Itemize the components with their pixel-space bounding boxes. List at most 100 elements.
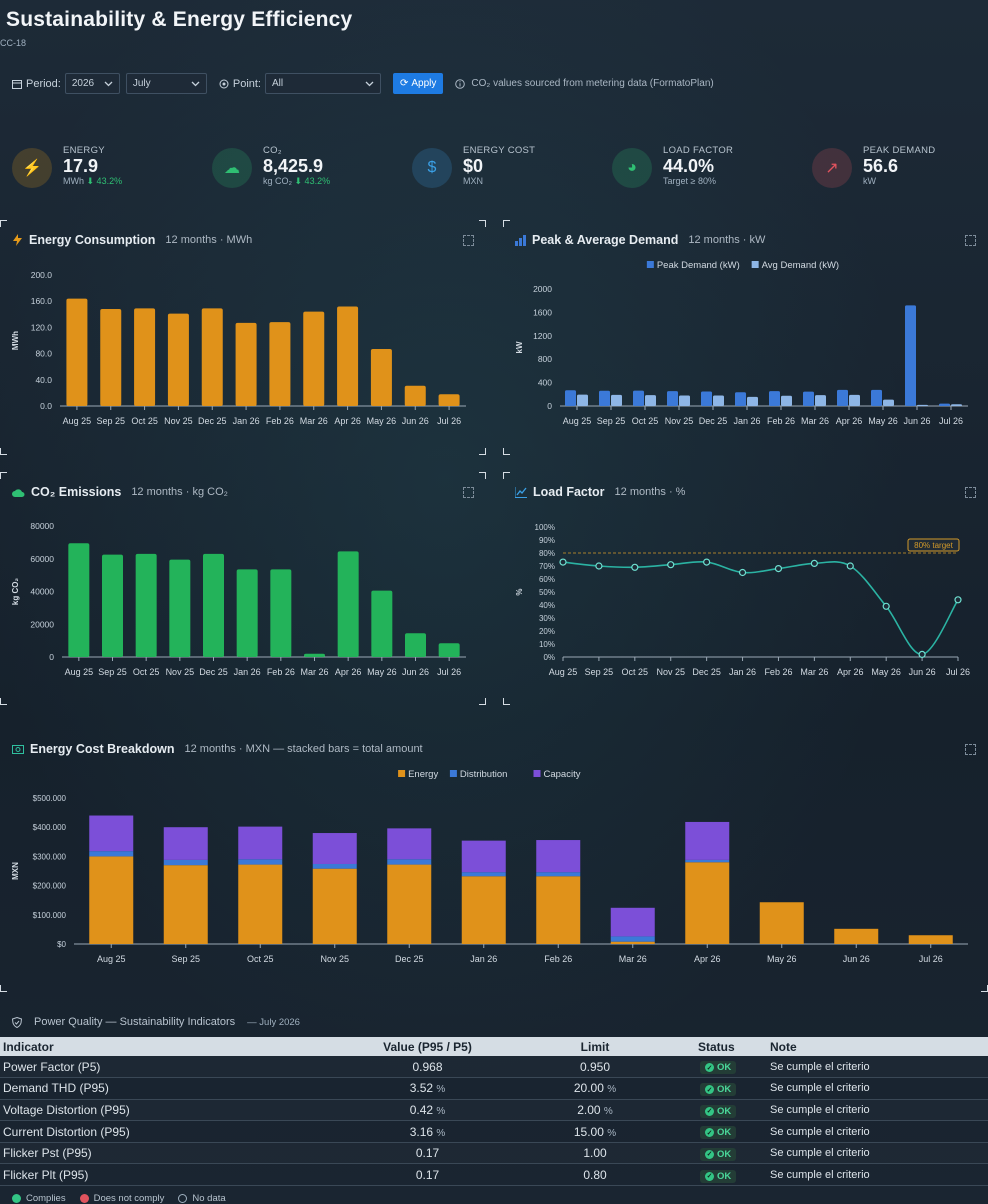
table-row: Flicker Plt (P95) 0.17 0.80 ✓ OK Se cumple … (0, 1163, 988, 1187)
legend-label: Peak Demand (kW) (657, 260, 740, 271)
year-select[interactable]: 2026 (64, 73, 120, 94)
target-badge (907, 538, 960, 552)
kpi-card: ◕ LOAD FACTOR 44.0% Target ≥ 80% (612, 145, 733, 191)
kpi-text: LOAD FACTOR 44.0% Target ≥ 80% (663, 145, 733, 186)
x-tick-label: Mar 26 (300, 416, 328, 426)
expand-icon[interactable] (965, 744, 976, 755)
y-tick-label: $0 (57, 940, 66, 949)
y-tick-label: 40.0 (35, 375, 52, 385)
bar-segment (238, 864, 283, 944)
limit-cell: 0.950 (495, 1056, 695, 1079)
status-cell: ✓ OK (695, 1099, 767, 1122)
cost-chart: Energy Distribution Capacity $0 $100.000 $200… (11, 769, 968, 964)
kpi-card: $ ENERGY COST $0 MXN (412, 145, 535, 191)
check-icon: ✓ (705, 1063, 714, 1073)
kpi-label: ENERGY (63, 145, 105, 156)
check-icon: ✓ (705, 1128, 714, 1138)
bar-segment (536, 840, 581, 873)
energy-chart: 0.0 40.0 80.0 120.0 160.0 200.0 Aug 25 Sep 25 Oc… (11, 270, 466, 426)
x-tick-label: Oct 25 (133, 667, 160, 677)
y-tick-label: 80% (539, 549, 555, 558)
x-tick-label: Apr 26 (334, 416, 361, 426)
data-point (667, 561, 675, 569)
bar (599, 390, 610, 406)
question-icon (178, 1194, 188, 1203)
bolt-icon (13, 234, 22, 246)
expand-icon[interactable] (965, 235, 976, 246)
y-tick-label: 70% (539, 562, 555, 571)
note-cell: Se cumple el criterio (767, 1077, 988, 1100)
expand-icon[interactable] (965, 487, 976, 498)
limit-cell: 20.00 % (495, 1077, 695, 1100)
status-cell: ✓ OK (695, 1056, 767, 1079)
point-select[interactable]: All (265, 73, 381, 94)
y-axis-label: kW (515, 341, 524, 353)
bar (235, 322, 257, 406)
x-tick-label: Jun 26 (903, 416, 930, 426)
kpi-label: LOAD FACTOR (663, 145, 734, 156)
value-cell: 0.42 % (360, 1099, 495, 1122)
expand-icon[interactable] (463, 235, 474, 246)
bar-segment (387, 828, 432, 860)
x-tick-label: Jul 26 (437, 416, 461, 426)
x-tick-label: May 26 (871, 667, 901, 677)
kpi-value: 44.0% (663, 156, 715, 176)
bar-segment (536, 872, 581, 877)
panel-corner (479, 220, 486, 227)
y-axis-label: MXN (11, 862, 20, 880)
panel-corner (503, 220, 510, 227)
x-tick-label: Jan 26 (233, 416, 260, 426)
indicator-cell: Power Factor (P5) (0, 1056, 360, 1079)
data-point (703, 558, 711, 566)
data-point (738, 568, 747, 577)
shield-icon (12, 1016, 22, 1028)
y-tick-label: 1600 (533, 307, 552, 317)
x-tick-label: Aug 25 (65, 667, 94, 677)
kpi-text: PEAK DEMAND 56.6 kW (863, 145, 935, 186)
y-tick-label: 40% (539, 601, 555, 610)
bar-segment (163, 827, 208, 860)
bar (713, 395, 724, 406)
y-tick-label: $300.000 (33, 852, 67, 861)
x-tick-label: Jan 26 (729, 667, 756, 677)
table-row: Current Distortion (P95) 3.16 % 15.00 % ✓ OK… (0, 1120, 988, 1143)
limit-cell: 1.00 (495, 1142, 695, 1165)
demand-chart: Peak Demand (kW) Avg Demand (kW) 0 400 800 12… (515, 260, 968, 426)
apply-button[interactable]: ⟳ Apply (393, 73, 444, 94)
bar-segment (89, 856, 134, 944)
bar (68, 543, 90, 657)
kpi-card: ↗ PEAK DEMAND 56.6 kW (812, 145, 935, 191)
status-badge: ✓ OK (700, 1147, 737, 1161)
legend-not-complies: Does not comply (79, 1193, 164, 1204)
bar (66, 298, 88, 406)
bar-segment (461, 876, 506, 944)
bar (951, 404, 962, 406)
bar (337, 306, 359, 406)
month-select[interactable]: July (125, 73, 207, 94)
bar (100, 309, 122, 406)
bar (565, 390, 576, 406)
column-header: Note (767, 1037, 988, 1056)
bar (134, 308, 156, 406)
kpi-value: 56.6 (863, 156, 899, 176)
column-header: Status (695, 1037, 767, 1056)
status-cell: ✓ OK (695, 1163, 767, 1187)
bar (269, 322, 291, 406)
legend-swatch (449, 770, 457, 777)
data-point (918, 650, 926, 658)
bar-segment (312, 863, 357, 869)
table-row: Voltage Distortion (P95) 0.42 % 2.00 % ✓ OK S… (0, 1099, 988, 1122)
status-badge: ✓ OK (700, 1061, 737, 1075)
bar-segment (238, 826, 283, 860)
bar (701, 391, 712, 406)
bar-segment (163, 865, 208, 944)
legend-swatch (646, 261, 654, 268)
series-line (562, 561, 959, 656)
cloud-icon (12, 488, 25, 497)
kpi-card: ☁ CO₂ 8,425.9 kg CO₂ ⬇ 43.2% (212, 145, 330, 191)
line-chart-icon (515, 486, 527, 498)
expand-icon[interactable] (463, 487, 474, 498)
y-tick-label: 80.0 (35, 349, 52, 359)
bar-segment (685, 859, 730, 863)
x-tick-label: Jun 26 (402, 667, 429, 677)
